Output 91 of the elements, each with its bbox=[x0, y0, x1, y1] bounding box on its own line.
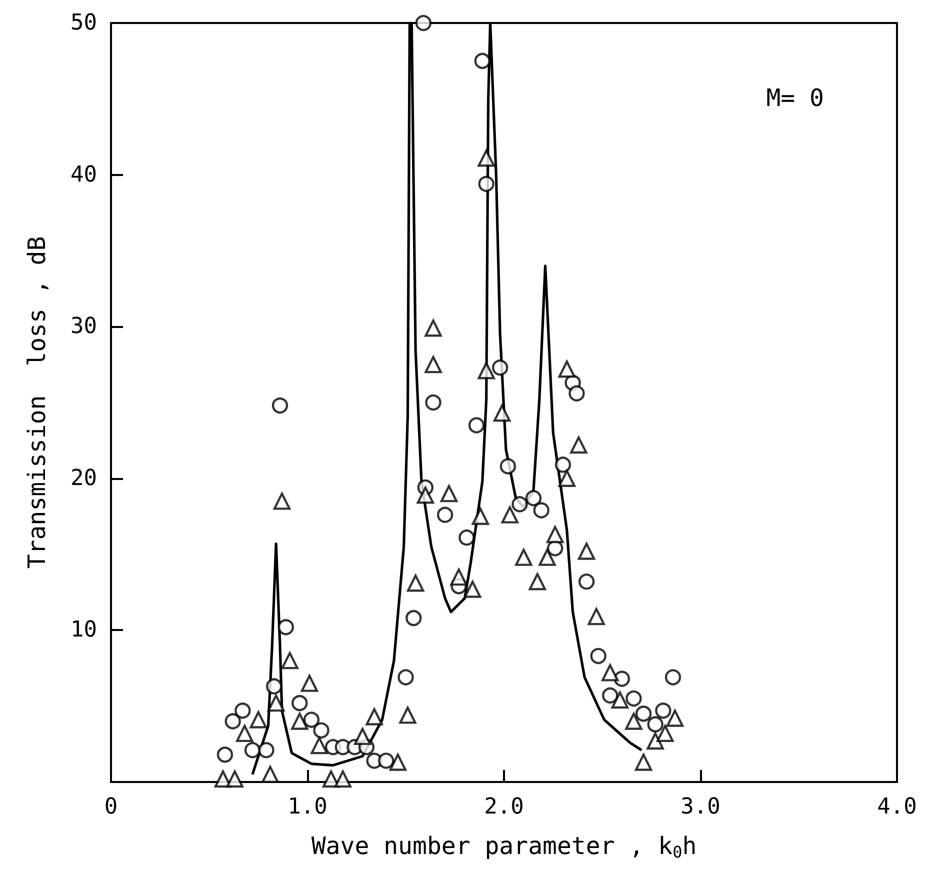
point bbox=[266, 678, 282, 694]
x-tick-label: 1.0 bbox=[288, 794, 328, 820]
point bbox=[436, 506, 454, 523]
point bbox=[458, 530, 475, 546]
point bbox=[634, 754, 652, 771]
point bbox=[525, 490, 542, 506]
point bbox=[366, 708, 383, 726]
point bbox=[406, 610, 422, 626]
point bbox=[492, 359, 508, 376]
point bbox=[354, 728, 372, 746]
x-tick-label: 3.0 bbox=[680, 794, 720, 820]
point bbox=[415, 14, 432, 32]
point bbox=[578, 542, 596, 560]
point bbox=[310, 736, 328, 754]
point bbox=[474, 52, 490, 70]
point bbox=[664, 669, 682, 686]
point bbox=[378, 752, 394, 769]
point bbox=[267, 694, 285, 712]
point bbox=[625, 712, 642, 730]
point bbox=[236, 724, 254, 742]
annotation: M= 0 bbox=[766, 84, 824, 112]
point bbox=[588, 608, 605, 626]
point bbox=[303, 712, 320, 728]
point bbox=[626, 690, 642, 707]
point bbox=[216, 746, 234, 763]
point bbox=[450, 568, 468, 586]
point bbox=[250, 711, 267, 728]
point bbox=[292, 694, 308, 712]
point bbox=[334, 770, 352, 788]
point bbox=[602, 687, 618, 704]
point bbox=[313, 722, 330, 738]
point bbox=[646, 732, 664, 750]
point bbox=[389, 754, 406, 771]
point bbox=[272, 397, 288, 414]
point bbox=[398, 669, 414, 686]
point bbox=[478, 362, 495, 380]
point bbox=[500, 458, 516, 474]
point bbox=[425, 394, 442, 411]
point bbox=[647, 716, 664, 732]
point bbox=[538, 548, 556, 566]
point bbox=[656, 724, 674, 742]
point bbox=[493, 404, 511, 422]
point bbox=[424, 320, 442, 337]
point bbox=[602, 664, 619, 682]
x-tick-label: 0 bbox=[104, 794, 118, 820]
point bbox=[478, 176, 494, 192]
point bbox=[244, 742, 261, 758]
point bbox=[406, 574, 424, 592]
point bbox=[234, 702, 251, 719]
point bbox=[558, 360, 576, 378]
point bbox=[464, 580, 482, 598]
point bbox=[528, 573, 546, 590]
point bbox=[590, 648, 606, 664]
x-tick-label: 2.0 bbox=[484, 794, 524, 820]
point bbox=[568, 385, 585, 402]
point bbox=[226, 770, 244, 788]
point bbox=[273, 492, 291, 510]
point bbox=[554, 456, 572, 473]
point bbox=[558, 470, 576, 487]
point bbox=[611, 691, 629, 709]
point bbox=[291, 712, 308, 730]
point bbox=[515, 548, 532, 566]
point bbox=[635, 706, 652, 722]
point bbox=[533, 502, 550, 518]
x-tick-label: 4.0 bbox=[877, 794, 917, 820]
point bbox=[281, 652, 298, 670]
point bbox=[501, 506, 518, 524]
point bbox=[468, 417, 485, 434]
y-tick-label: 40 bbox=[70, 162, 97, 188]
point bbox=[570, 436, 588, 454]
point bbox=[666, 710, 684, 727]
point bbox=[512, 496, 528, 512]
y-axis-title: Transmission loss , dB bbox=[23, 236, 51, 569]
y-tick-label: 50 bbox=[70, 10, 97, 36]
y-tick-label: 10 bbox=[70, 618, 97, 643]
point bbox=[300, 674, 318, 692]
point bbox=[655, 702, 672, 719]
point bbox=[546, 526, 564, 544]
point bbox=[424, 356, 442, 374]
point bbox=[278, 619, 294, 636]
point bbox=[472, 508, 490, 525]
point bbox=[262, 766, 279, 784]
point bbox=[478, 150, 495, 167]
y-tick-label: 30 bbox=[70, 314, 97, 340]
point bbox=[399, 706, 416, 724]
point bbox=[578, 574, 595, 590]
y-tick-label: 20 bbox=[70, 466, 97, 491]
point bbox=[440, 484, 458, 502]
point bbox=[258, 742, 274, 758]
point bbox=[416, 486, 434, 504]
point bbox=[224, 713, 241, 730]
